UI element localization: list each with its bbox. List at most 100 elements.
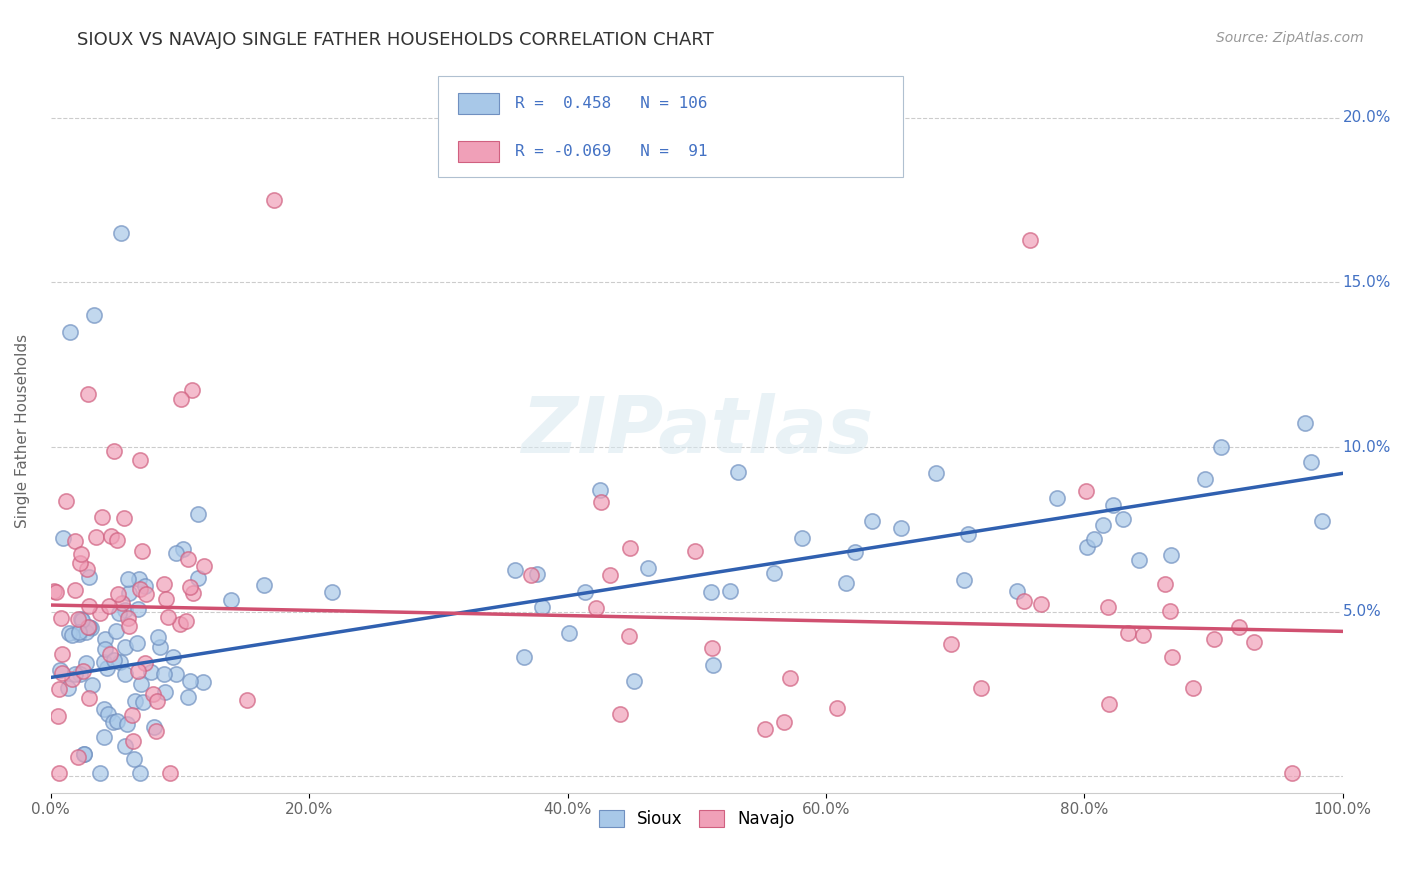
Point [84,530,107,544]
Point [235,693,257,707]
Text: ZIPatlas: ZIPatlas [520,392,873,468]
Point [700,585,723,599]
Point [101,715,124,730]
Point [1116,625,1139,640]
Point [49,610,72,624]
Point [165,546,187,560]
Point [263,193,285,207]
Point [93,701,115,715]
Point [157,610,180,624]
Point [1019,233,1042,247]
FancyBboxPatch shape [458,94,499,114]
Point [790,531,813,545]
Point [181,586,204,600]
Point [63,667,86,681]
Point [1161,649,1184,664]
Point [685,544,707,558]
Point [591,495,613,509]
Point [159,765,181,780]
Point [574,585,596,599]
FancyBboxPatch shape [458,141,499,162]
Point [96,661,118,675]
Point [51,665,73,680]
Point [131,544,153,558]
Point [103,444,125,458]
Point [1202,632,1225,647]
Point [1154,577,1177,591]
Point [83,309,105,323]
Point [97,706,120,721]
Point [1132,627,1154,641]
Point [76,387,98,401]
Point [108,655,131,669]
Point [48,681,70,696]
Point [925,467,948,481]
Text: SIOUX VS NAVAJO SINGLE FATHER HOUSEHOLDS CORRELATION CHART: SIOUX VS NAVAJO SINGLE FATHER HOUSEHOLDS… [77,31,714,49]
Point [117,573,139,587]
Point [1312,514,1334,528]
Point [179,673,201,688]
Point [1194,472,1216,486]
Point [1281,765,1303,780]
Point [1243,635,1265,649]
Point [193,558,215,573]
Text: Source: ZipAtlas.com: Source: ZipAtlas.com [1216,31,1364,45]
Point [93,641,115,656]
Point [957,526,980,541]
Point [145,694,167,708]
Point [77,620,100,634]
Point [763,566,786,580]
Point [72,665,94,679]
Point [585,601,607,615]
Point [637,561,659,575]
Point [67,624,90,639]
Text: R =  0.458   N = 106: R = 0.458 N = 106 [515,96,707,112]
Point [700,641,723,656]
Point [100,529,122,543]
Point [69,667,91,681]
Point [93,632,115,646]
Point [107,587,129,601]
Point [75,624,97,639]
Point [70,614,93,628]
Point [135,587,157,601]
Point [129,453,152,467]
Point [51,647,73,661]
Point [253,577,276,591]
Point [169,392,191,406]
Point [1159,604,1181,618]
Point [59,325,82,339]
Point [180,384,202,398]
Point [52,531,75,545]
Point [1101,498,1123,512]
Point [117,610,139,624]
Point [60,672,83,686]
FancyBboxPatch shape [439,76,904,178]
Point [860,514,883,528]
Legend: Sioux, Navajo: Sioux, Navajo [592,804,801,835]
Point [98,599,121,614]
Point [44,584,66,599]
Point [191,675,214,690]
Point [1227,620,1250,634]
Point [174,615,197,629]
Point [754,722,776,736]
Point [66,750,89,764]
Text: 5.0%: 5.0% [1343,604,1381,619]
Point [152,577,174,591]
Point [1181,681,1204,696]
Point [111,596,134,610]
Point [169,617,191,632]
Point [187,571,209,585]
Point [177,552,200,566]
Point [1097,600,1119,615]
Point [599,568,621,582]
Point [526,567,548,582]
Point [142,687,165,701]
Point [93,655,115,669]
Point [520,567,543,582]
Point [105,714,128,728]
Point [89,607,111,621]
Point [139,665,162,679]
Point [76,562,98,576]
